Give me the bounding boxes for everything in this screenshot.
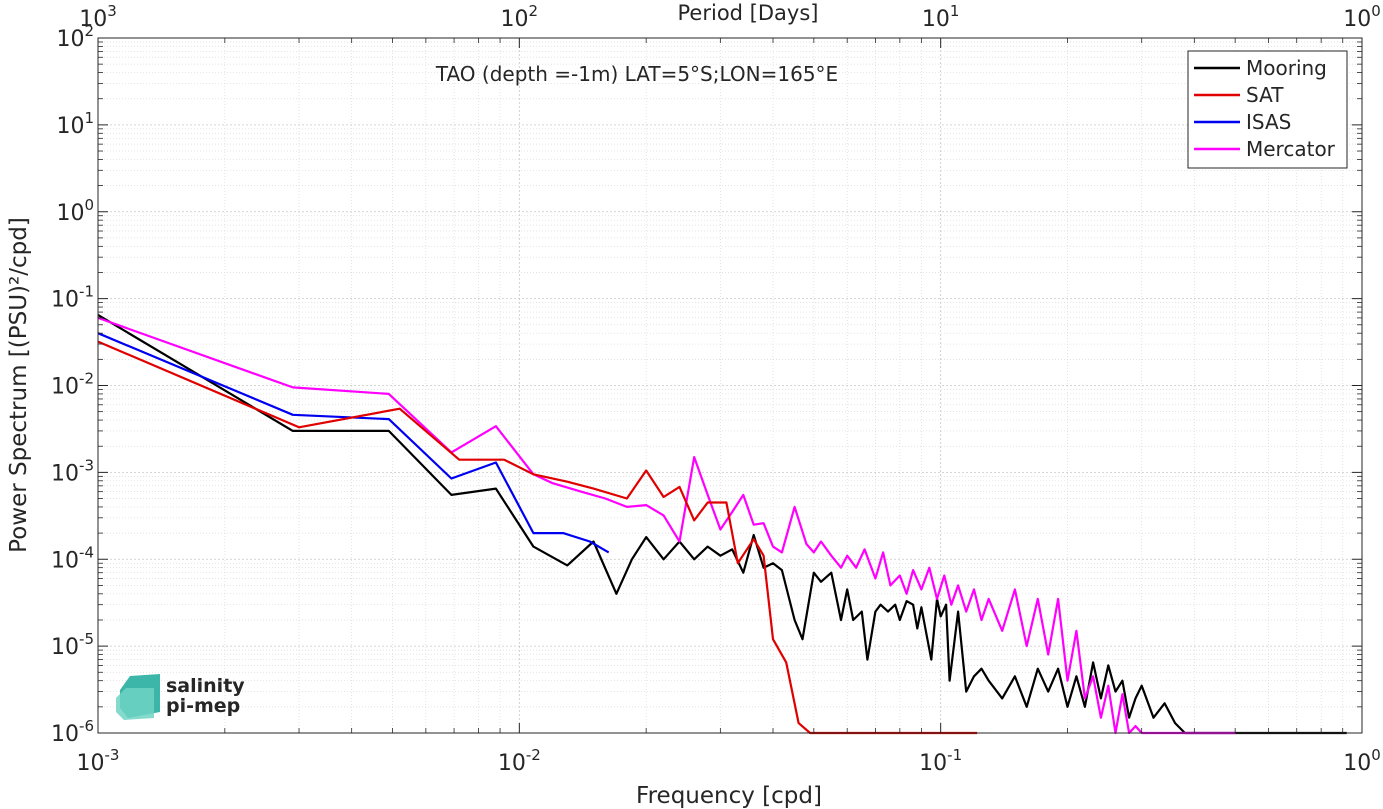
top-tick-label: 101 [922,2,960,32]
series-line-mercator [97,316,1236,735]
salinity-pi-mep-logo: salinity pi-mep [116,674,245,720]
y-tick-label: 100 [56,196,94,226]
x-tick-label: 10-1 [919,746,962,776]
top-tick-label: 102 [501,2,539,32]
x-tick-label: 10-3 [77,746,120,776]
chart-title: TAO (depth =-1m) LAT=5°S;LON=165°E [435,62,838,86]
y-tick-label: 10-2 [51,370,94,400]
top-tick-label: 100 [1343,2,1381,32]
axis-ticks [97,37,1363,734]
y-tick-label: 10-6 [51,717,94,747]
x-tick-label: 100 [1343,746,1381,776]
logo-text-line1: salinity [166,675,245,697]
y-tick-label: 10-3 [51,456,94,486]
top-tick-label: 103 [79,2,117,32]
y-tick-label: 10-5 [51,630,94,660]
legend-label-isas: ISAS [1246,110,1291,134]
minor-grid [98,38,1362,733]
top-axis-label: Period [Days] [678,1,819,25]
logo-text-line2: pi-mep [166,695,240,717]
y-tick-label: 10-1 [51,283,94,313]
legend-label-mercator: Mercator [1246,137,1336,161]
logo-mark-front [116,688,154,720]
legend-label-sat: SAT [1246,83,1284,107]
x-tick-label: 10-2 [498,746,541,776]
legend: Mooring SAT ISAS Mercator [1187,50,1348,169]
y-tick-label: 10-4 [51,543,94,573]
legend-label-mooring: Mooring [1246,56,1327,80]
y-tick-label: 101 [56,109,94,139]
y-axis-label: Power Spectrum [(PSU)²/cpd] [6,217,32,553]
series-line-isas [97,332,610,554]
y-tick-label: 102 [56,22,94,52]
x-axis-label: Frequency [cpd] [636,783,822,809]
